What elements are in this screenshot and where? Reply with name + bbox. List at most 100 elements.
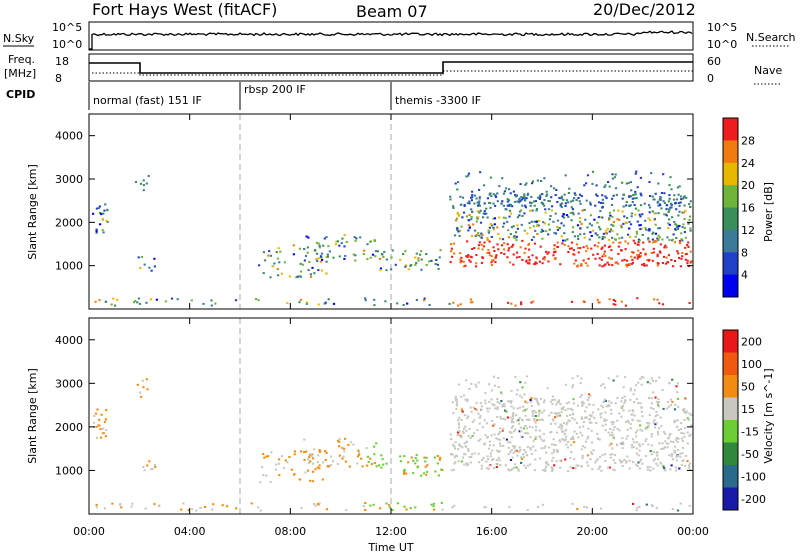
- backscatter-cell: [525, 260, 528, 263]
- backscatter-cell: [483, 202, 486, 205]
- backscatter-cell: [316, 461, 319, 464]
- backscatter-cell: [453, 456, 456, 459]
- backscatter-cell: [300, 507, 303, 510]
- backscatter-cell: [564, 202, 567, 205]
- backscatter-cell: [460, 436, 463, 439]
- backscatter-cell: [627, 233, 630, 236]
- backscatter-cell: [579, 233, 582, 236]
- backscatter-cell: [609, 453, 612, 456]
- backscatter-cell: [455, 404, 458, 407]
- backscatter-cell: [572, 438, 575, 440]
- backscatter-cell: [629, 387, 632, 390]
- backscatter-cell: [628, 204, 631, 207]
- backscatter-cell: [647, 397, 651, 399]
- backscatter-cell: [593, 218, 596, 221]
- backscatter-cell: [489, 176, 492, 179]
- backscatter-cell: [508, 215, 511, 218]
- backscatter-cell: [582, 259, 585, 262]
- backscatter-cell: [677, 214, 680, 217]
- backscatter-cell: [498, 442, 501, 445]
- backscatter-cell: [495, 437, 498, 440]
- backscatter-cell: [507, 446, 510, 449]
- backscatter-cell: [511, 425, 514, 428]
- backscatter-cell: [680, 432, 683, 434]
- backscatter-cell: [582, 300, 585, 303]
- backscatter-cell: [564, 409, 567, 412]
- backscatter-cell: [286, 302, 289, 305]
- backscatter-cell: [345, 241, 348, 243]
- backscatter-cell: [688, 412, 691, 415]
- backscatter-cell: [520, 198, 523, 201]
- backscatter-cell: [493, 433, 496, 436]
- backscatter-cell: [465, 462, 468, 465]
- backscatter-cell: [199, 507, 202, 509]
- backscatter-cell: [633, 256, 636, 259]
- backscatter-cell: [492, 226, 495, 229]
- backscatter-cell: [461, 410, 464, 413]
- backscatter-cell: [480, 232, 483, 235]
- backscatter-cell: [515, 235, 518, 238]
- backscatter-cell: [468, 225, 472, 228]
- backscatter-cell: [495, 466, 498, 469]
- backscatter-cell: [601, 216, 604, 219]
- colorbar-segment: [723, 397, 738, 421]
- backscatter-cell: [521, 239, 524, 242]
- backscatter-cell: [511, 417, 514, 420]
- backscatter-cell: [557, 399, 561, 402]
- backscatter-cell: [580, 402, 584, 404]
- backscatter-cell: [570, 200, 573, 203]
- backscatter-cell: [562, 430, 565, 433]
- backscatter-cell: [459, 203, 462, 206]
- backscatter-cell: [673, 241, 677, 244]
- backscatter-cell: [638, 467, 641, 470]
- backscatter-cell: [556, 219, 560, 222]
- backscatter-cell: [211, 508, 214, 511]
- backscatter-cell: [567, 201, 570, 204]
- backscatter-cell: [559, 466, 562, 469]
- backscatter-cell: [519, 426, 522, 429]
- backscatter-cell: [625, 259, 629, 262]
- backscatter-cell: [523, 409, 527, 412]
- freq-trace: [89, 61, 693, 74]
- backscatter-cell: [399, 460, 402, 463]
- backscatter-cell: [603, 420, 606, 422]
- backscatter-cell: [542, 221, 545, 224]
- backscatter-cell: [404, 264, 408, 267]
- backscatter-cell: [638, 213, 641, 216]
- backscatter-cell: [476, 210, 479, 213]
- backscatter-cell: [532, 412, 535, 415]
- backscatter-cell: [620, 224, 623, 227]
- backscatter-cell: [475, 234, 478, 236]
- backscatter-cell: [567, 215, 570, 218]
- backscatter-cell: [545, 230, 548, 233]
- backscatter-cell: [600, 202, 603, 204]
- backscatter-cell: [620, 249, 623, 252]
- backscatter-cell: [510, 405, 513, 408]
- backscatter-cell: [681, 446, 685, 449]
- backscatter-cell: [633, 401, 636, 404]
- backscatter-cell: [571, 208, 574, 211]
- backscatter-cell: [515, 251, 519, 254]
- backscatter-cell: [101, 218, 104, 221]
- backscatter-cell: [485, 460, 488, 463]
- backscatter-cell: [668, 197, 671, 200]
- backscatter-cell: [499, 427, 502, 430]
- backscatter-cell: [491, 259, 494, 262]
- backscatter-cell: [597, 408, 600, 411]
- backscatter-cell: [493, 423, 496, 426]
- backscatter-cell: [570, 444, 573, 447]
- backscatter-cell: [626, 435, 629, 438]
- backscatter-cell: [508, 203, 511, 206]
- backscatter-cell: [295, 276, 298, 279]
- backscatter-cell: [517, 422, 521, 425]
- backscatter-cell: [603, 244, 606, 247]
- backscatter-cell: [158, 505, 161, 508]
- backscatter-cell: [559, 403, 562, 406]
- backscatter-cell: [512, 243, 515, 246]
- backscatter-cell: [539, 397, 542, 400]
- backscatter-cell: [673, 449, 676, 452]
- backscatter-cell: [563, 216, 566, 219]
- backscatter-cell: [523, 212, 526, 215]
- backscatter-cell: [660, 448, 663, 450]
- colorbar-frame: [722, 117, 739, 298]
